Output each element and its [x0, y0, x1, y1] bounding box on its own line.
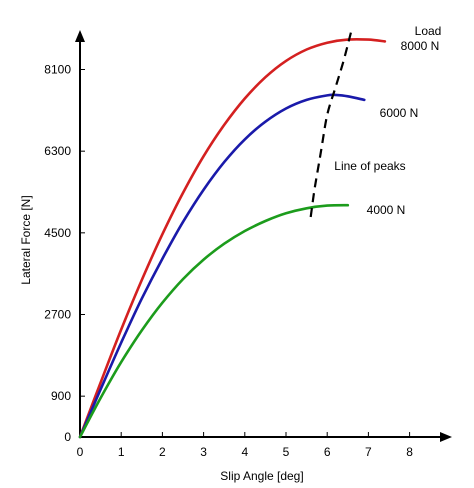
x-tick-label: 8 — [406, 445, 413, 459]
series-label-6000: 6000 N — [380, 106, 419, 120]
y-tick-label: 4500 — [44, 226, 71, 240]
y-tick-label: 0 — [64, 430, 71, 444]
x-axis-title: Slip Angle [deg] — [220, 469, 303, 483]
y-ticks: 0 900 2700 4500 6300 8100 — [44, 63, 85, 444]
x-tick-label: 2 — [159, 445, 166, 459]
legend-title: Load — [415, 24, 442, 38]
x-tick-label: 7 — [365, 445, 372, 459]
series-line-8000-n — [78, 37, 387, 439]
y-tick-label: 6300 — [44, 144, 71, 158]
labels: Slip Angle [deg] Lateral Force [N] Load … — [19, 24, 441, 483]
series-label-8000: 8000 N — [401, 39, 440, 53]
y-tick-label: 2700 — [44, 308, 71, 322]
line-of-peaks-label: Line of peaks — [334, 159, 405, 173]
series-line-4000-n — [78, 203, 350, 439]
x-tick-label: 1 — [118, 445, 125, 459]
series-line-6000-n — [78, 93, 366, 439]
line-of-peaks-curve — [309, 28, 353, 218]
axes — [75, 30, 452, 442]
y-tick-label: 8100 — [44, 63, 71, 77]
x-tick-label: 6 — [324, 445, 331, 459]
x-tick-label: 3 — [200, 445, 207, 459]
series-layer — [78, 37, 387, 439]
y-axis-title: Lateral Force [N] — [19, 195, 33, 284]
y-axis-arrow — [75, 30, 85, 42]
x-ticks: 0 1 2 3 4 5 6 7 8 — [77, 432, 413, 459]
y-tick-label: 900 — [51, 389, 71, 403]
x-tick-label: 0 — [77, 445, 84, 459]
series-label-4000: 4000 N — [367, 203, 406, 217]
annotation-layer — [309, 28, 353, 218]
x-tick-label: 5 — [283, 445, 290, 459]
x-axis-arrow — [440, 432, 452, 442]
x-tick-label: 4 — [241, 445, 248, 459]
